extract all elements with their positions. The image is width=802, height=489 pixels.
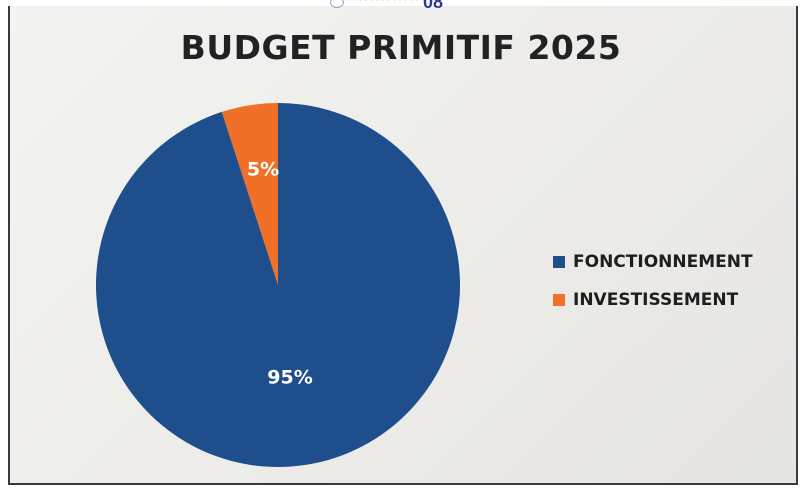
data-label-investissement: 5% — [247, 159, 279, 181]
chart-title: BUDGET PRIMITIF 2025 — [180, 28, 622, 67]
pie-slice-fonctionnement — [96, 103, 461, 467]
logo-text: · · · · · · · · · · · · · — [348, 0, 419, 4]
legend-label-investissement: INVESTISSEMENT — [573, 290, 739, 310]
legend-swatch-fonctionnement — [553, 256, 565, 268]
pie-slice-investissement — [221, 103, 278, 285]
logo-icon — [330, 0, 344, 8]
chart-legend: FONCTIONNEMENT INVESTISSEMENT — [553, 252, 753, 310]
legend-item-fonctionnement: FONCTIONNEMENT — [553, 252, 753, 272]
data-label-fonctionnement: 95% — [267, 367, 312, 389]
header-logo: · · · · · · · · · · · · · 08 — [330, 0, 443, 12]
legend-item-investissement: INVESTISSEMENT — [553, 290, 753, 310]
legend-swatch-investissement — [553, 294, 565, 306]
legend-label-fonctionnement: FONCTIONNEMENT — [573, 252, 753, 272]
logo-number: 08 — [422, 0, 444, 12]
